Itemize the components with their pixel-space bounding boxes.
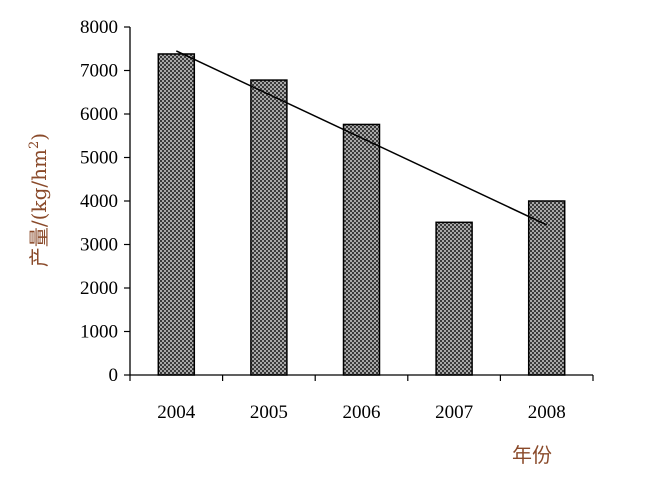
trendline xyxy=(175,50,548,226)
x-tick-label: 2006 xyxy=(343,402,381,423)
bar-2006 xyxy=(342,123,381,376)
x-axis-label: 年份 xyxy=(512,443,552,467)
y-tick-label: 7000 xyxy=(80,61,118,82)
y-axis-label-main: 产量/(kg/hm xyxy=(27,149,51,267)
y-axis-label-end: ) xyxy=(27,133,51,141)
x-tick-labels: 2004 2005 2006 2007 2008 xyxy=(157,402,565,423)
y-axis-label-superscript: 2 xyxy=(27,141,42,149)
y-tick-label: 3000 xyxy=(80,235,118,256)
y-tick-label: 1000 xyxy=(80,322,118,343)
y-tick-labels: 0 1000 2000 3000 4000 5000 6000 7000 8000 xyxy=(80,17,118,386)
bars-group xyxy=(157,53,566,376)
axes-group xyxy=(124,26,594,381)
y-tick-label: 2000 xyxy=(80,278,118,299)
x-tick-label: 2004 xyxy=(157,402,196,423)
x-tick-label: 2007 xyxy=(435,402,473,423)
bar-2005 xyxy=(250,79,288,376)
x-tick-label: 2008 xyxy=(528,402,566,423)
y-tick-label: 4000 xyxy=(80,191,118,212)
y-tick-label: 0 xyxy=(109,365,119,386)
y-tick-label: 8000 xyxy=(80,17,118,38)
trendline-group xyxy=(175,50,548,226)
bar-2007 xyxy=(435,221,473,376)
y-axis-label: 产量/(kg/hm2) xyxy=(27,133,51,267)
x-tick-label: 2005 xyxy=(250,402,288,423)
y-tick-label: 6000 xyxy=(80,104,118,125)
bar-2008 xyxy=(527,200,566,376)
y-tick-label: 5000 xyxy=(80,148,118,169)
bar-2004 xyxy=(157,53,196,376)
